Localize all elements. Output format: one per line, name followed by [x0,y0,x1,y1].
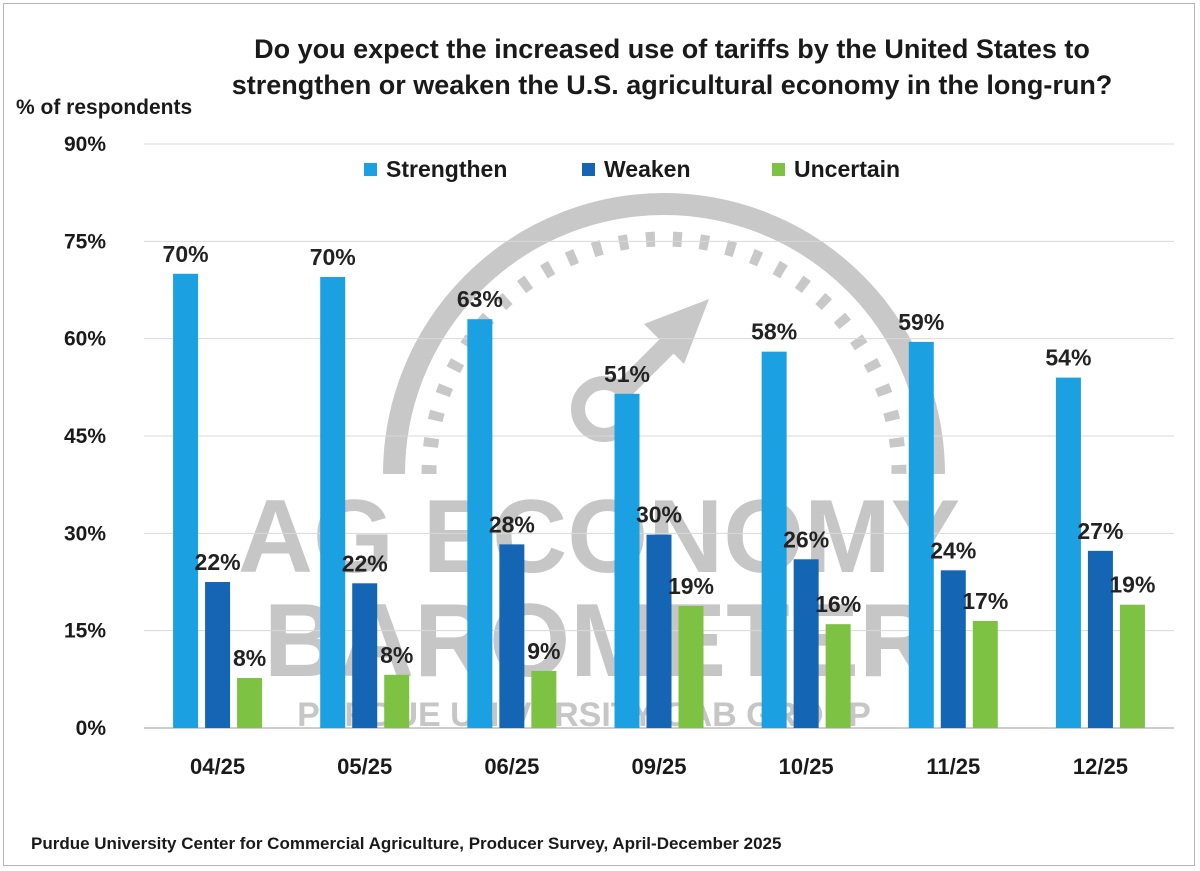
y-tick-label: 75% [64,230,106,253]
y-axis-ticks: 0% 15% 30% 45% 60% 75% 90% [64,133,106,740]
watermark-logo: AG ECONOMY BAROMETER PURDUE UNIVERSITY C… [238,193,960,734]
bar-uncertain [825,624,851,728]
bar-uncertain [384,674,410,728]
bar-weaken [352,583,378,728]
bar-weaken [499,544,525,728]
x-tick-label: 05/25 [337,754,392,779]
data-label-strengthen: 70% [310,244,356,270]
x-tick-label: 10/25 [779,754,834,779]
data-label-uncertain: 9% [527,638,560,664]
legend-swatch-uncertain [772,163,785,176]
bar-weaken [205,582,231,728]
source-note: Purdue University Center for Commercial … [31,834,781,853]
watermark-line-1: AG ECONOMY [238,479,960,595]
legend: Strengthen Weaken Uncertain [364,156,900,182]
data-label-strengthen: 63% [457,286,503,312]
legend-swatch-strengthen [364,163,377,176]
bar-uncertain [678,606,704,728]
y-tick-label: 15% [64,620,106,643]
data-label-strengthen: 54% [1045,345,1091,371]
x-tick-label: 09/25 [631,754,686,779]
bar-chart: AG ECONOMY BAROMETER PURDUE UNIVERSITY C… [16,34,1174,853]
x-tick-label: 06/25 [484,754,539,779]
y-tick-label: 0% [76,717,107,740]
bar-uncertain [531,670,557,728]
bar-strengthen [467,319,493,728]
y-tick-label: 60% [64,328,106,351]
data-label-weaken: 26% [783,526,829,552]
data-labels: 70% 22% 8% 70% 22% 8% 63% 28% 9% 51% 30% 19% 58% 26% 1… [163,241,1156,671]
x-tick-label: 04/25 [190,754,245,779]
bar-strengthen [761,351,787,728]
bar-weaken [793,559,819,728]
data-label-uncertain: 19% [1109,572,1155,598]
bar-strengthen [1055,377,1081,728]
data-label-weaken: 22% [342,550,388,576]
bar-weaken [1087,550,1113,728]
bar-strengthen [614,393,640,728]
data-label-uncertain: 19% [668,573,714,599]
y-axis-label: % of respondents [16,96,192,119]
data-label-weaken: 24% [930,537,976,563]
x-tick-label: 12/25 [1073,754,1128,779]
data-label-uncertain: 8% [380,642,413,668]
chart-title-line-2: strengthen or weaken the U.S. agricultur… [232,70,1113,100]
legend-label-weaken: Weaken [604,156,691,182]
bar-uncertain [237,678,263,728]
bar-weaken [646,534,672,728]
bar-uncertain [972,620,998,728]
bar-strengthen [320,277,346,728]
data-label-strengthen: 58% [751,319,797,345]
data-label-weaken: 28% [489,511,535,537]
data-label-weaken: 30% [636,502,682,528]
bars [173,273,1145,728]
data-label-strengthen: 59% [898,309,944,335]
chart-title-line-1: Do you expect the increased use of tarif… [254,34,1090,64]
data-label-uncertain: 8% [233,645,266,671]
data-label-weaken: 22% [195,549,241,575]
y-tick-label: 30% [64,522,106,545]
x-tick-label: 11/25 [926,754,980,779]
data-label-strengthen: 51% [604,361,650,387]
data-label-uncertain: 17% [962,588,1008,614]
legend-label-uncertain: Uncertain [794,156,900,182]
y-tick-label: 90% [64,133,106,156]
data-label-strengthen: 70% [163,241,209,267]
data-label-uncertain: 16% [815,591,861,617]
bar-weaken [940,570,966,728]
legend-label-strengthen: Strengthen [386,156,507,182]
bar-strengthen [173,273,199,728]
data-label-weaken: 27% [1077,518,1123,544]
bar-strengthen [908,341,934,728]
bar-uncertain [1119,604,1145,728]
chart-frame: AG ECONOMY BAROMETER PURDUE UNIVERSITY C… [3,3,1195,866]
x-axis-ticks: 04/25 05/25 06/25 09/25 10/25 11/25 12/25 [190,754,1128,779]
y-tick-label: 45% [64,425,106,448]
legend-swatch-weaken [582,163,595,176]
